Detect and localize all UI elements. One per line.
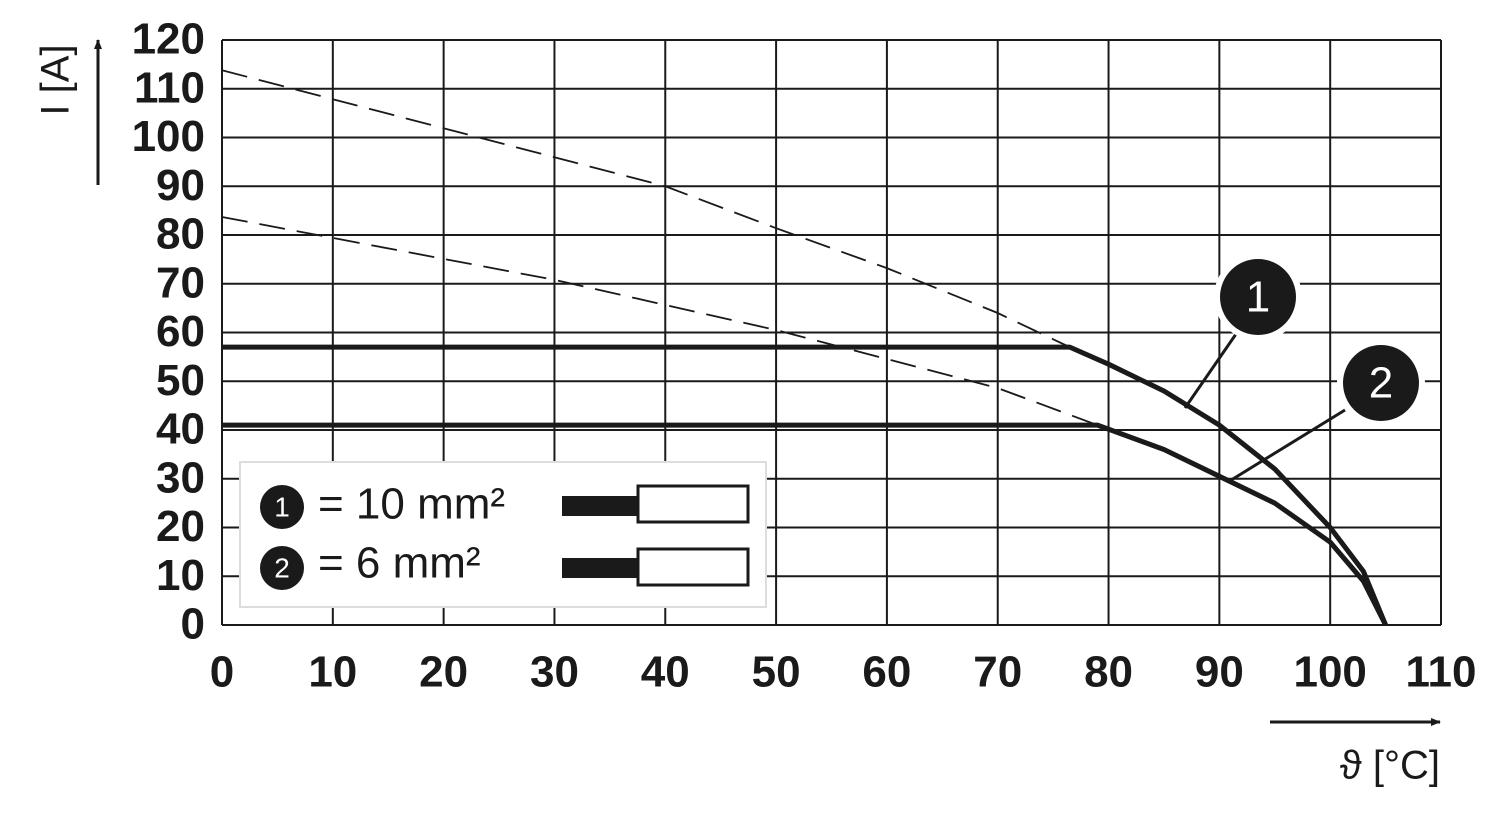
y-tick-label: 60 — [156, 307, 205, 356]
x-axis-label: ϑ [°C] — [1340, 744, 1440, 788]
y-tick-label: 120 — [132, 15, 205, 64]
wire-conductor — [636, 484, 750, 524]
legend: 1 = 10 mm² 2 = 6 mm² — [239, 461, 767, 608]
x-tick-label: 70 — [973, 648, 1022, 697]
y-tick-label: 110 — [134, 63, 205, 112]
legend-badge-label: 1 — [274, 491, 290, 522]
x-tick-label: 20 — [419, 648, 468, 697]
callout-badge — [1343, 345, 1419, 421]
y-tick-label: 70 — [156, 258, 205, 307]
x-tick-label: 60 — [862, 648, 911, 697]
x-tick-label: 110 — [1406, 648, 1477, 697]
x-tick-label: 10 — [308, 648, 357, 697]
y-tick-label: 50 — [156, 356, 205, 405]
y-tick-label: 10 — [156, 551, 205, 600]
y-tick-label: 30 — [156, 453, 205, 502]
y-tick-label: 100 — [132, 112, 205, 161]
x-tick-label: 50 — [752, 648, 801, 697]
y-tick-label: 0 — [181, 600, 205, 649]
callout-badge — [1220, 259, 1296, 335]
wire-conductor — [636, 547, 750, 587]
wire-insulation — [562, 496, 640, 516]
x-tick-label: 40 — [641, 648, 690, 697]
leader-line — [1227, 408, 1346, 484]
leader-line — [1183, 333, 1238, 409]
x-tick-label: 100 — [1293, 648, 1366, 697]
wire-insulation — [562, 558, 640, 578]
legend-badge-label: 2 — [274, 552, 290, 583]
legend-badge — [260, 546, 304, 590]
derating-line — [222, 344, 1388, 626]
x-tick-label: 0 — [210, 648, 234, 697]
x-tick-label: 90 — [1195, 648, 1244, 697]
y-tick-label: 20 — [156, 502, 205, 551]
y-tick-label: 80 — [156, 210, 205, 259]
y-tick-label: 90 — [156, 161, 205, 210]
x-tick-label: 80 — [1084, 648, 1133, 697]
callouts: 1 2 — [1183, 253, 1425, 484]
callout-label: 1 — [1246, 273, 1270, 322]
y-tick-label: 40 — [156, 405, 205, 454]
legend-badge — [260, 485, 304, 529]
callout-label: 2 — [1369, 359, 1393, 408]
y-axis-label: I [A] — [34, 44, 78, 115]
legend-label: = 10 mm² — [318, 480, 505, 529]
extrapolation-line — [221, 69, 1071, 348]
legend-label: = 6 mm² — [318, 539, 481, 588]
derating-line — [222, 422, 1388, 627]
x-tick-label: 30 — [530, 648, 579, 697]
